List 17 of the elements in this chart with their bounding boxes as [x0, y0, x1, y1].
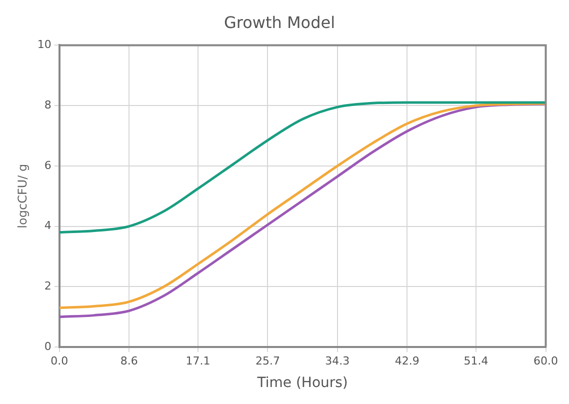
y-tick-label: 10 — [37, 38, 52, 52]
x-tick-label: 25.7 — [255, 354, 280, 368]
x-tick-label: 8.6 — [120, 354, 138, 368]
y-axis-title: logcCFU/ g — [15, 164, 30, 228]
y-tick-label: 0 — [44, 340, 52, 353]
x-tick-label: 0.0 — [50, 354, 68, 368]
x-tick-label: 17.1 — [186, 354, 210, 368]
chart-title: Growth Model — [224, 12, 336, 32]
x-tick-label: 51.4 — [464, 354, 488, 368]
x-tick-label: 60.0 — [534, 354, 558, 368]
x-tick-label: 34.3 — [325, 354, 350, 368]
y-tick-label: 6 — [44, 158, 52, 172]
x-tick-label: 42.9 — [394, 354, 420, 368]
y-tick-label: 2 — [44, 280, 52, 292]
y-tick-label: 8 — [44, 98, 52, 112]
x-axis-title: Time (Hours) — [256, 375, 348, 392]
y-tick-label: 4 — [44, 219, 52, 232]
